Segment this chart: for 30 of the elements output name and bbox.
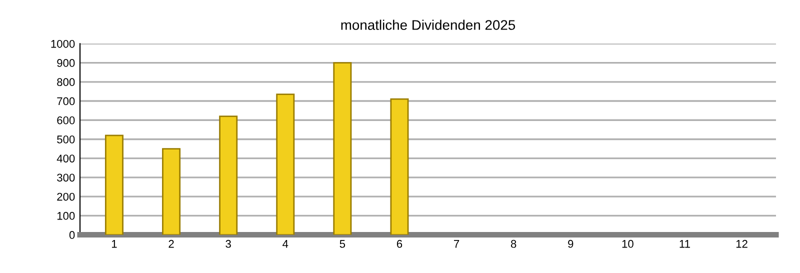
y-tick-label: 600 (57, 116, 75, 124)
x-tick-label: 7 (454, 240, 460, 248)
x-tick-label: 1 (112, 240, 117, 248)
x-tick-label: 3 (226, 240, 231, 248)
bar (104, 134, 124, 235)
x-tick-label: 10 (622, 240, 634, 248)
y-tick-label: 400 (56, 154, 75, 162)
x-tick-label: 2 (168, 240, 174, 248)
x-tick-label: 5 (340, 240, 346, 248)
bar (276, 94, 295, 235)
x-tick-label: 9 (568, 240, 574, 248)
bar (162, 148, 181, 235)
y-tick-label: 500 (57, 135, 75, 144)
y-tick-label: 1000 (51, 40, 75, 48)
x-tick-label: 6 (396, 240, 402, 248)
x-tick-label: 4 (282, 240, 288, 248)
bar (333, 62, 352, 235)
x-tick-label: 8 (510, 240, 516, 248)
chart-title: monatliche Dividenden 2025 (341, 20, 516, 30)
y-tick-label: 900 (57, 59, 75, 67)
y-tick-label: 200 (57, 192, 75, 201)
y-tick-label: 0 (69, 231, 75, 239)
y-tick-label: 300 (57, 174, 75, 182)
y-tick-label: 700 (57, 97, 75, 106)
y-tick-label: 800 (57, 78, 75, 86)
y-tick-label: 100 (57, 212, 75, 220)
x-tick-label: 11 (680, 240, 690, 248)
bar (219, 116, 238, 235)
x-tick-label: 12 (736, 240, 748, 248)
bar (390, 98, 409, 235)
